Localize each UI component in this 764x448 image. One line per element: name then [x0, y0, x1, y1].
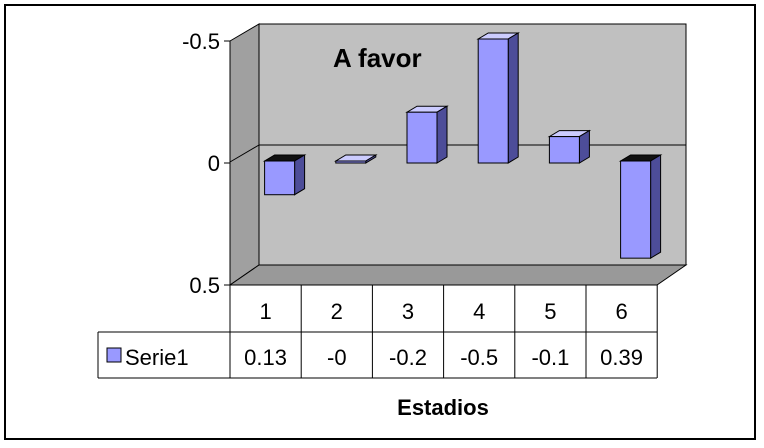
bar-front: [264, 160, 296, 196]
bar: [476, 32, 521, 164]
y-tick-label: 0.5: [189, 273, 220, 298]
bar: [618, 154, 663, 260]
bar-front: [335, 160, 367, 164]
bar: [405, 105, 449, 164]
zero-line-side: [229, 144, 260, 163]
category-label: 1: [259, 299, 271, 324]
bar-side: [436, 105, 448, 164]
y-tick-label: -0.5: [182, 29, 220, 54]
plot-left-wall: [229, 23, 260, 286]
category-label: 6: [615, 299, 627, 324]
bar-front: [620, 160, 652, 259]
bar: [262, 154, 307, 196]
bar-side: [294, 154, 306, 196]
bars: [262, 32, 663, 260]
data-label: 0.13: [244, 345, 287, 370]
category-label: 3: [402, 299, 414, 324]
data-label: -0.5: [460, 345, 498, 370]
bar-front: [477, 38, 509, 164]
chart-title: A favor: [333, 43, 422, 73]
category-label: 4: [473, 299, 485, 324]
bar-front: [548, 136, 580, 164]
category-label: 5: [544, 299, 556, 324]
bar-side: [507, 32, 519, 164]
y-tick-label: 0: [208, 151, 220, 176]
data-table: 1 0.13 2 -0 3 -0.2 4 -0.5 5 -0.1 6 0.39 Serie1: [97, 285, 658, 379]
plot-floor: [228, 264, 688, 286]
bar-front: [406, 111, 438, 164]
data-label: 0.39: [600, 345, 643, 370]
data-label: -0.1: [531, 345, 569, 370]
bar: [333, 154, 378, 164]
y-ticks: -0.5 0 0.5: [182, 29, 230, 298]
bar-side: [578, 129, 590, 164]
bar-side: [650, 154, 662, 260]
x-axis-label: Estadios: [397, 395, 489, 420]
category-label: 2: [331, 299, 343, 324]
data-label: -0.2: [389, 345, 427, 370]
legend-swatch: [106, 347, 122, 363]
legend-label: Serie1: [125, 345, 189, 370]
bar: [547, 129, 592, 164]
data-label: -0: [327, 345, 347, 370]
